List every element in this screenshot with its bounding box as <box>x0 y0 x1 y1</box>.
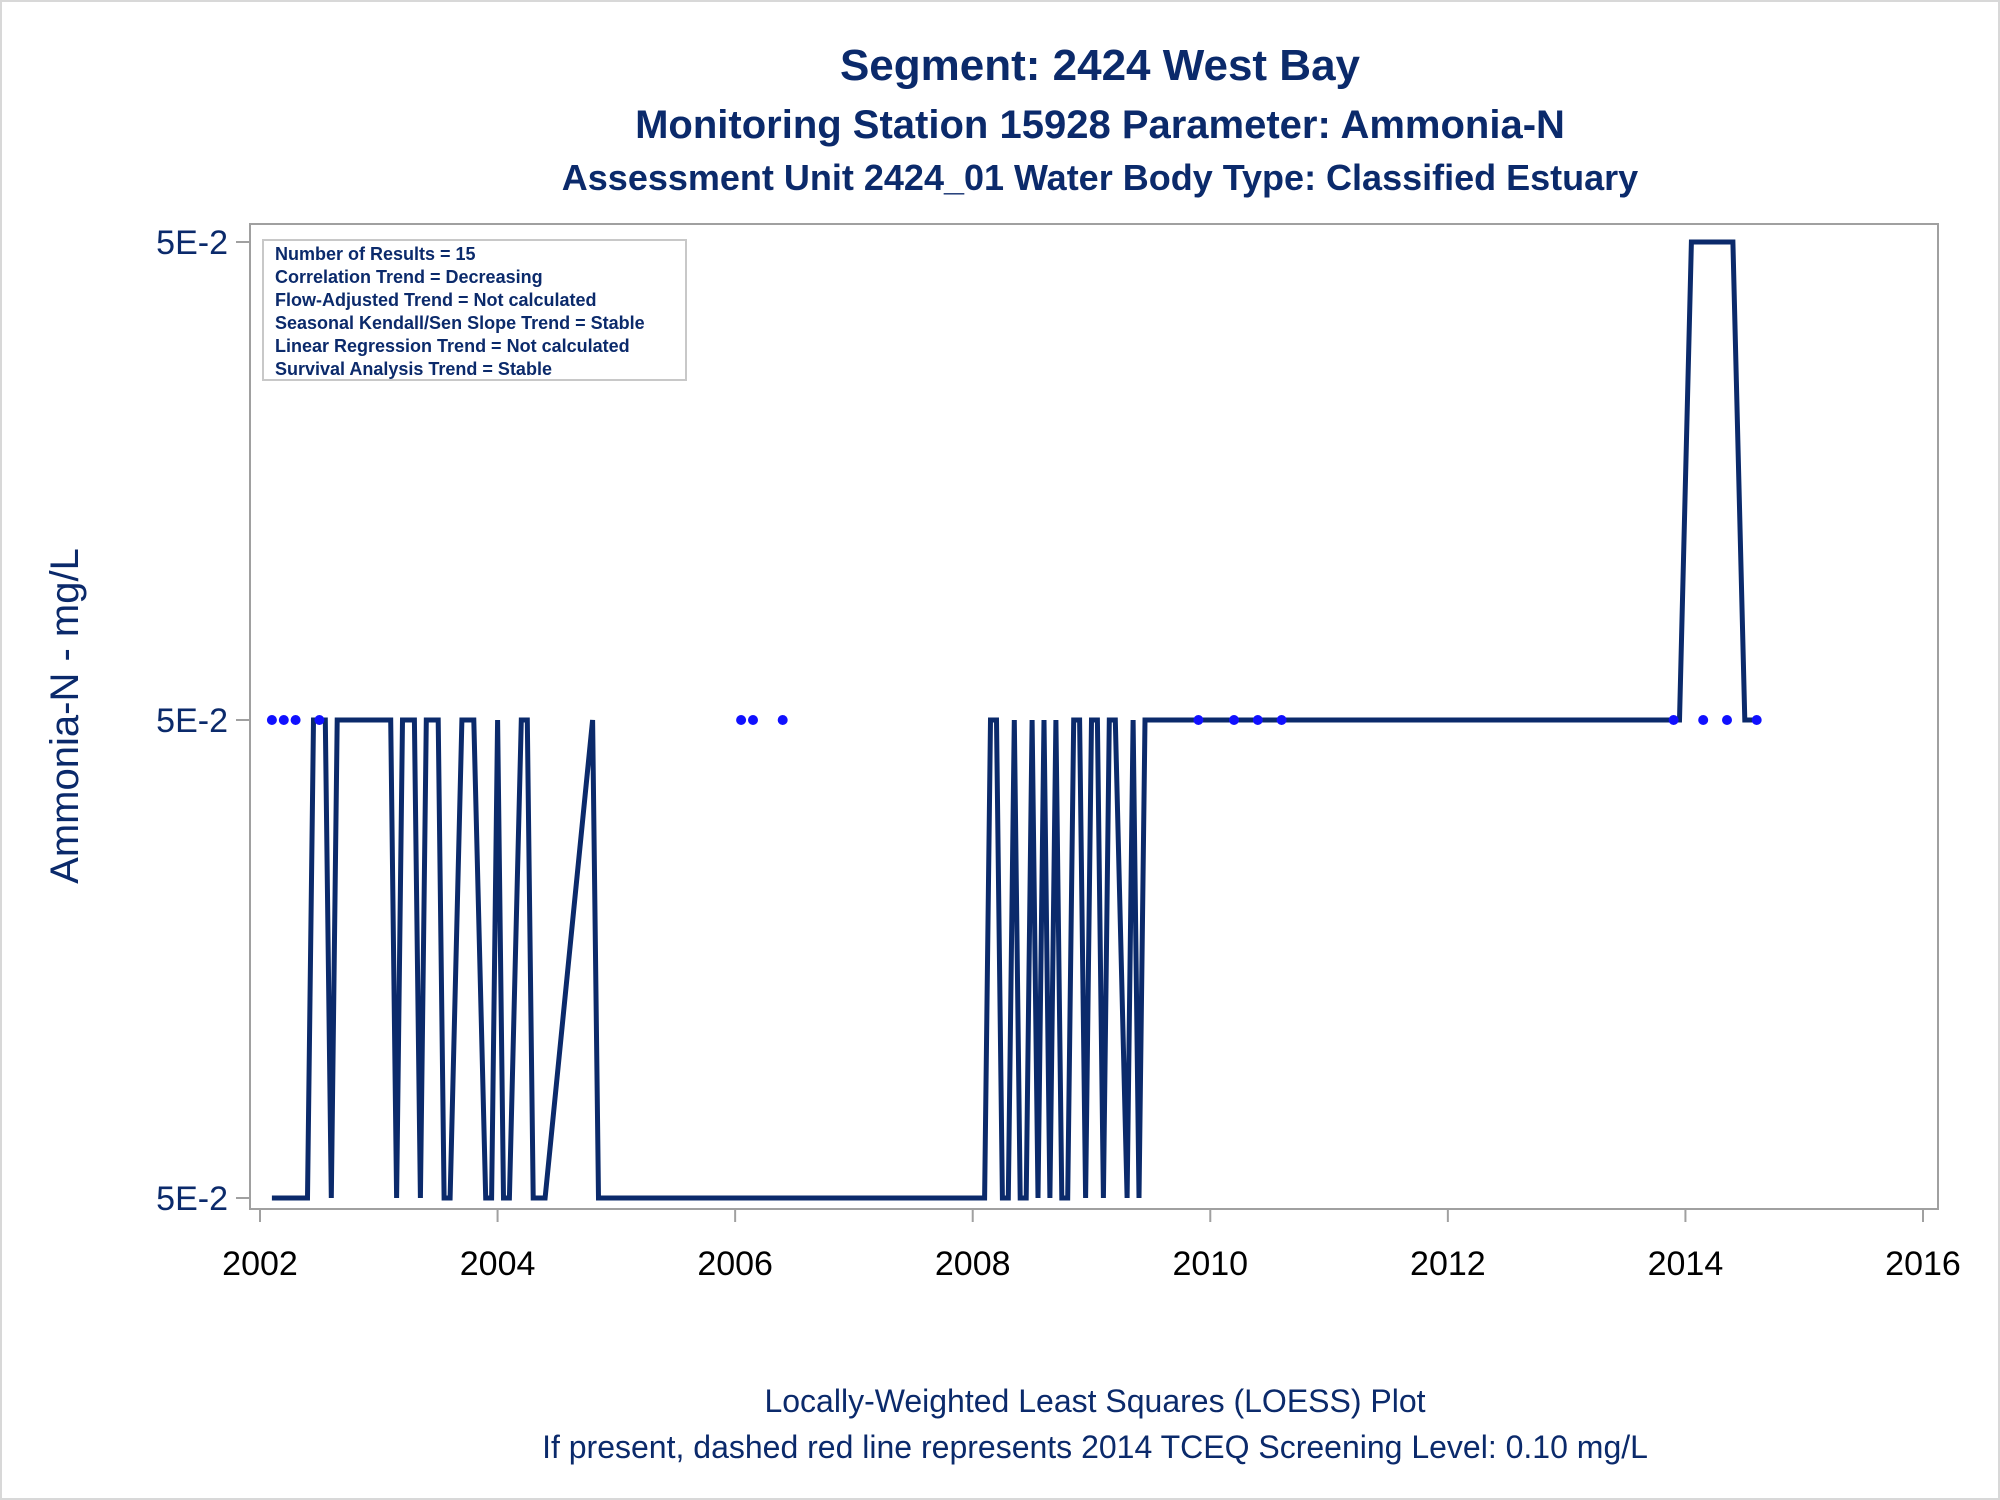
inset-line-3: Flow-Adjusted Trend = Not calculated <box>275 290 597 310</box>
inset-box <box>262 239 687 381</box>
data-point <box>1229 715 1239 725</box>
y-axis-label: Ammonia-N - mg/L <box>43 548 87 884</box>
chart-title: Segment: 2424 West Bay <box>840 41 1361 90</box>
data-point <box>777 715 788 725</box>
x-tick-label: 2004 <box>460 1245 536 1283</box>
data-point <box>736 715 747 725</box>
data-point <box>1276 715 1287 725</box>
data-point <box>1751 715 1762 725</box>
x-tick-label: 2010 <box>1172 1245 1248 1283</box>
data-point <box>1193 715 1204 725</box>
loess-line-0 <box>271 239 1757 1201</box>
data-point <box>1668 715 1679 725</box>
data-point <box>1252 715 1263 725</box>
x-tick-label: 2016 <box>1885 1245 1961 1283</box>
inset-legend: Number of Results = 15 Correlation Trend… <box>262 239 687 381</box>
y-tick-label: 5E-2 <box>156 702 228 740</box>
data-point <box>1722 715 1732 725</box>
footnote-2: If present, dashed red line represents 2… <box>542 1429 1648 1465</box>
series-layer <box>271 239 1757 1201</box>
inset-line-5: Linear Regression Trend = Not calculated <box>275 336 630 356</box>
footnote-1: Locally-Weighted Least Squares (LOESS) P… <box>764 1383 1425 1419</box>
data-point <box>748 715 758 725</box>
x-tick-label: 2006 <box>697 1245 773 1283</box>
chart-subtitle-2: Assessment Unit 2424_01 Water Body Type:… <box>562 157 1638 198</box>
data-point <box>278 715 289 725</box>
y-axis: 5E-2 5E-2 5E-2 <box>156 224 250 1218</box>
data-point <box>290 715 301 725</box>
chart-subtitle-1: Monitoring Station 15928 Parameter: Ammo… <box>635 103 1565 147</box>
x-tick-label: 2012 <box>1410 1245 1486 1283</box>
points-layer <box>266 715 1762 725</box>
data-point <box>314 715 325 725</box>
inset-line-4: Seasonal Kendall/Sen Slope Trend = Stabl… <box>275 313 645 333</box>
x-tick-label: 2008 <box>935 1245 1011 1283</box>
x-axis: 2002 2004 2006 2008 2010 2012 2014 2016 <box>222 1209 1961 1283</box>
x-tick-label: 2002 <box>222 1245 298 1283</box>
data-point <box>266 715 277 725</box>
y-tick-label: 5E-2 <box>156 1180 228 1218</box>
inset-line-6: Survival Analysis Trend = Stable <box>275 359 552 379</box>
y-tick-label: 5E-2 <box>156 224 228 262</box>
inset-line-2: Correlation Trend = Decreasing <box>275 267 543 287</box>
data-point <box>1698 715 1709 725</box>
x-tick-label: 2014 <box>1648 1245 1724 1283</box>
inset-line-1: Number of Results = 15 <box>275 244 476 264</box>
